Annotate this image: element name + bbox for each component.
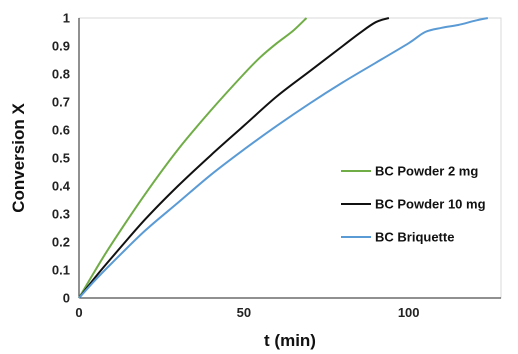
plot-frame xyxy=(78,17,502,299)
legend-label-2: BC Powder 10 mg xyxy=(375,197,486,212)
x-tick-label: 0 xyxy=(75,305,82,320)
series-lines xyxy=(78,17,489,299)
y-tick-label: 1 xyxy=(63,11,70,26)
legend-label-1: BC Powder 2 mg xyxy=(375,164,478,179)
y-tick-label: 0.2 xyxy=(52,235,70,250)
x-axis-title: t (min) xyxy=(264,331,316,350)
y-tick-label: 0 xyxy=(63,291,70,306)
series-line-3 xyxy=(78,17,489,299)
y-axis-title: Conversion X xyxy=(9,103,28,213)
y-tick-label: 0.9 xyxy=(52,39,70,54)
legend-label-3: BC Briquette xyxy=(375,230,454,245)
y-tick-label: 0.3 xyxy=(52,207,70,222)
legend: BC Powder 2 mg BC Powder 10 mg BC Briquett… xyxy=(341,164,486,245)
y-tick-label: 0.7 xyxy=(52,95,70,110)
y-tick-label: 0.8 xyxy=(52,67,70,82)
series-line-1 xyxy=(78,17,308,299)
x-tick-label: 100 xyxy=(398,305,420,320)
y-tick-label: 0.6 xyxy=(52,123,70,138)
y-tick-labels: 0 0.1 0.2 0.3 0.4 0.5 0.6 0.7 0.8 0.9 1 xyxy=(52,11,71,306)
x-tick-label: 50 xyxy=(237,305,251,320)
x-tick-labels: 0 50 100 xyxy=(75,305,419,320)
y-tick-label: 0.4 xyxy=(52,179,71,194)
series-line-2 xyxy=(78,17,390,299)
y-tick-label: 0.1 xyxy=(52,263,70,278)
y-tick-label: 0.5 xyxy=(52,151,70,166)
plot-area xyxy=(78,17,502,299)
